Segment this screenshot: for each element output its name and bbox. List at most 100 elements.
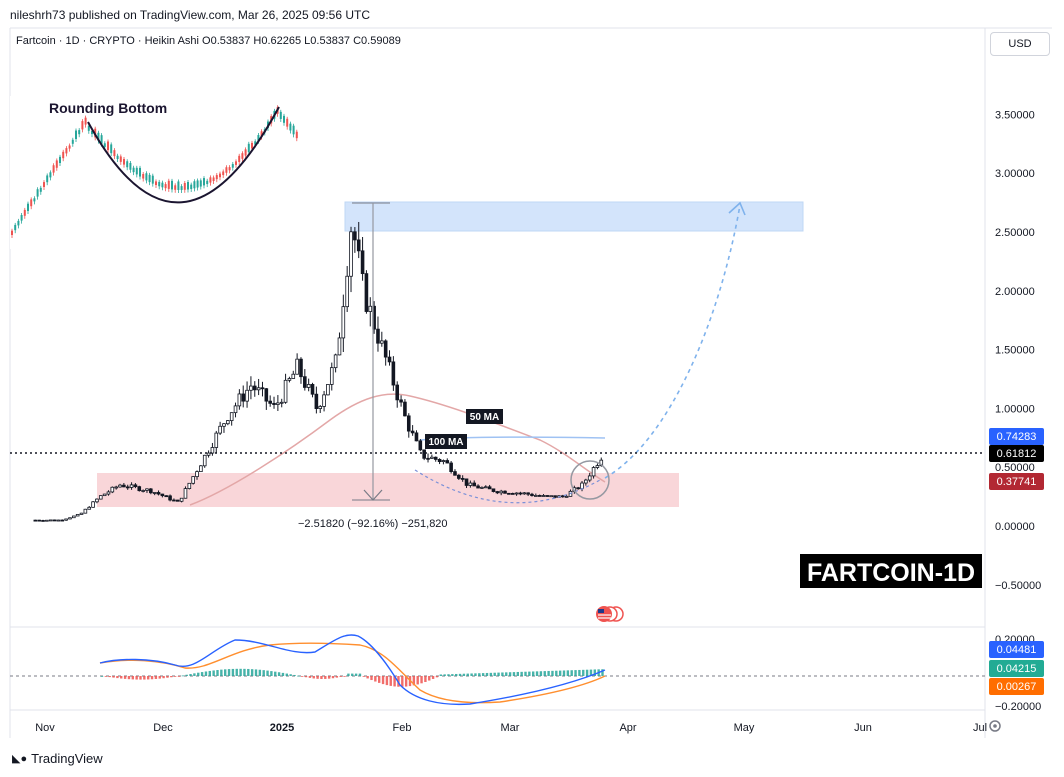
us-flag-event-icon[interactable] — [596, 606, 624, 622]
macd-histogram-bar — [335, 676, 339, 678]
candle-body — [52, 519, 57, 522]
currency-button[interactable]: USD — [990, 32, 1050, 56]
ma50-line — [189, 393, 606, 506]
inset-candle-body — [289, 123, 292, 131]
price-tick-label: 1.00000 — [995, 403, 1035, 415]
inset-candle-body — [286, 118, 289, 127]
inset-candle-body — [235, 161, 237, 165]
candle-body — [333, 354, 338, 369]
macd-histogram-bar — [439, 674, 442, 676]
macd-histogram-bar — [301, 676, 304, 677]
macd-histogram-bar — [578, 669, 581, 676]
candle-body — [191, 476, 195, 484]
candle-body — [87, 506, 92, 510]
symbol-watermark-box: FARTCOIN-1D — [800, 554, 982, 588]
footer-brand[interactable]: ◣● TradingView — [12, 751, 103, 766]
time-tick-label: Mar — [501, 722, 520, 734]
macd-histogram-bar — [254, 669, 258, 676]
macd-histogram-bar — [158, 676, 161, 679]
macd-histogram-bar — [547, 670, 550, 676]
inset-candle-body — [11, 230, 13, 235]
inset-candle-body — [17, 220, 20, 226]
macd-histogram-bar — [458, 673, 462, 676]
macd-line — [99, 634, 606, 706]
macd-histogram-bar — [343, 676, 346, 677]
candle-body — [391, 361, 396, 386]
macd-histogram-bar — [127, 676, 131, 680]
macd-histogram-bar — [501, 672, 504, 676]
inset-candle-body — [190, 184, 193, 189]
macd-histogram-bar — [516, 671, 519, 676]
macd-histogram-bar — [104, 676, 108, 677]
candle-body — [226, 420, 230, 425]
candle-body — [68, 517, 72, 520]
macd-histogram-bar — [324, 676, 327, 679]
candle-body — [79, 512, 84, 515]
candle-body — [237, 393, 242, 407]
candle-body — [356, 239, 361, 252]
candle-body — [299, 358, 303, 378]
candle-body — [64, 518, 68, 521]
macd-value-tag: 0.04481 — [989, 641, 1044, 658]
macd-histogram-bar — [131, 676, 134, 680]
inset-candle-body — [158, 181, 161, 187]
candle-body — [530, 493, 534, 497]
macd-histogram-bar — [528, 671, 531, 676]
inset-candle-body — [193, 181, 196, 189]
macd-histogram-bar — [489, 672, 493, 676]
macd-histogram-bar — [585, 669, 589, 676]
inset-candle-body — [183, 182, 186, 190]
candle-body — [37, 519, 41, 522]
macd-histogram-bar — [393, 676, 396, 687]
macd-histogram-bar — [555, 670, 558, 676]
histogram-value-tag: 0.04215 — [989, 660, 1044, 677]
macd-histogram-bar — [347, 673, 350, 676]
macd-histogram-bar — [378, 676, 381, 683]
candle-body — [422, 449, 426, 459]
candle-body — [541, 495, 546, 497]
candle-body — [472, 482, 477, 487]
macd-histogram-bar — [570, 670, 573, 676]
macd-histogram-bar — [381, 676, 385, 685]
candle-body — [137, 486, 142, 492]
tradingview-logo-icon: ◣● — [12, 753, 28, 765]
candle-body — [241, 393, 246, 402]
macd-histogram-bar — [277, 672, 281, 676]
candle-body — [114, 486, 118, 489]
inset-candle-body — [84, 117, 87, 125]
price-tick-label: 0.50000 — [995, 462, 1035, 474]
candle-body — [272, 402, 276, 405]
inset-candle-body — [135, 167, 138, 175]
inset-candle-body — [78, 130, 81, 135]
macd-histogram-bar — [481, 673, 485, 676]
candle-body — [160, 493, 165, 497]
candle-body — [587, 475, 592, 481]
inset-candle-body — [23, 209, 26, 216]
macd-histogram-bar — [262, 670, 265, 676]
inset-candle-body — [43, 182, 45, 187]
time-axis[interactable]: Nov Dec 2025 Feb Mar Apr May Jun Jul — [35, 722, 987, 734]
inset-candle-body — [145, 173, 148, 181]
inset-candle-body — [49, 172, 52, 178]
candle-body — [464, 478, 469, 486]
price-tick-label: −0.50000 — [995, 580, 1041, 592]
candle-body — [287, 378, 292, 381]
macd-histogram-bar — [197, 672, 200, 676]
candle-body — [480, 486, 484, 489]
inset-candle-body — [241, 153, 244, 159]
candle-body — [468, 482, 473, 486]
inset-candle-body — [260, 131, 263, 137]
candle-body — [183, 488, 188, 499]
price-axis[interactable]: 3.50000 3.00000 2.50000 2.00000 1.50000 1.000… — [995, 109, 1041, 591]
time-tick-label: Apr — [619, 722, 636, 734]
chart-settings-icon[interactable] — [989, 720, 1001, 732]
inset-candle-body — [110, 144, 113, 154]
macd-histogram-bar — [143, 676, 146, 680]
macd-histogram-bar — [331, 676, 335, 679]
ma50-price-value: 0.37741 — [997, 476, 1037, 488]
last-price-tag: 0.61812 — [989, 445, 1044, 462]
candle-body — [199, 465, 203, 473]
macd-histogram-bar — [474, 673, 477, 676]
macd-histogram-bar — [358, 673, 362, 676]
